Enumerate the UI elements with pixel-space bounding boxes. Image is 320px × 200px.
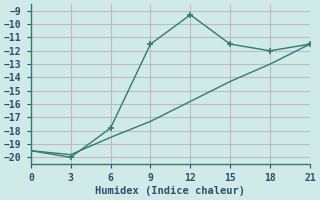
X-axis label: Humidex (Indice chaleur): Humidex (Indice chaleur) [95,186,245,196]
